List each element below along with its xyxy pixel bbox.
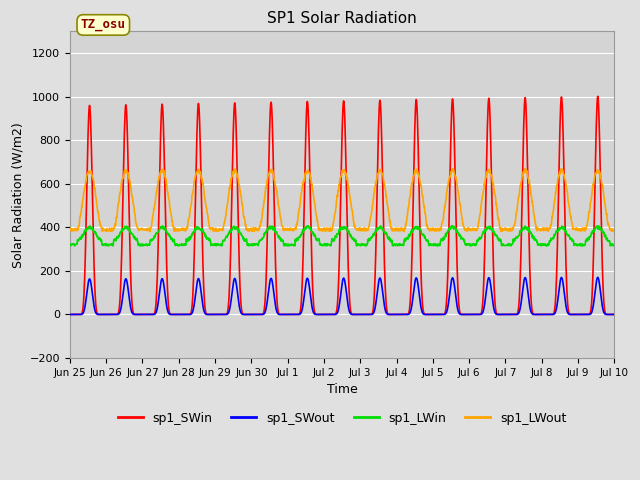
sp1_LWin — [188, 234, 195, 240]
Y-axis label: Solar Radiation (W/m2): Solar Radiation (W/m2) — [11, 122, 24, 267]
sp1_SWin — [66, 312, 74, 317]
sp1_LWout — [610, 228, 618, 233]
Line: sp1_SWin: sp1_SWin — [70, 96, 614, 314]
sp1_LWout — [547, 224, 554, 230]
sp1_SWout — [66, 312, 74, 317]
sp1_SWout — [187, 312, 195, 317]
sp1_SWin — [174, 312, 182, 317]
sp1_SWout — [426, 312, 434, 317]
sp1_SWout — [248, 312, 255, 317]
sp1_SWout — [594, 275, 602, 280]
sp1_SWin — [497, 312, 505, 317]
sp1_LWin — [175, 243, 182, 249]
sp1_LWin — [248, 241, 256, 247]
sp1_SWin — [426, 312, 434, 317]
sp1_SWout — [545, 312, 553, 317]
sp1_SWin — [248, 312, 255, 317]
sp1_SWin — [594, 94, 602, 99]
sp1_LWin — [547, 239, 554, 245]
sp1_LWin — [499, 241, 506, 247]
sp1_SWout — [497, 312, 505, 317]
sp1_LWout — [427, 225, 435, 231]
sp1_LWout — [248, 227, 256, 233]
Title: SP1 Solar Radiation: SP1 Solar Radiation — [268, 11, 417, 26]
Line: sp1_LWin: sp1_LWin — [70, 226, 614, 246]
sp1_LWout — [522, 166, 529, 171]
sp1_SWin — [187, 310, 195, 316]
sp1_LWout — [66, 226, 74, 231]
sp1_LWin — [66, 241, 74, 247]
sp1_LWout — [174, 226, 182, 232]
sp1_LWin — [174, 243, 182, 249]
X-axis label: Time: Time — [327, 383, 358, 396]
Text: TZ_osu: TZ_osu — [81, 18, 126, 32]
Line: sp1_LWout: sp1_LWout — [70, 168, 614, 231]
Legend: sp1_SWin, sp1_SWout, sp1_LWin, sp1_LWout: sp1_SWin, sp1_SWout, sp1_LWin, sp1_LWout — [113, 407, 572, 430]
sp1_LWout — [188, 201, 195, 207]
sp1_SWout — [610, 312, 618, 317]
sp1_LWout — [498, 228, 506, 234]
sp1_LWin — [610, 242, 618, 248]
sp1_SWout — [174, 312, 182, 317]
sp1_LWin — [377, 223, 385, 228]
Line: sp1_SWout: sp1_SWout — [70, 277, 614, 314]
sp1_LWin — [427, 242, 435, 248]
sp1_SWin — [545, 312, 553, 317]
sp1_LWout — [146, 228, 154, 234]
sp1_SWin — [610, 312, 618, 317]
